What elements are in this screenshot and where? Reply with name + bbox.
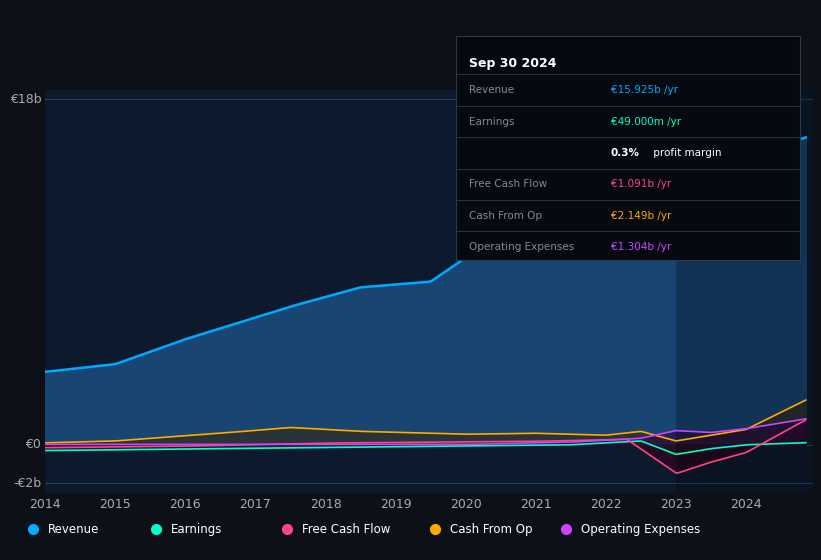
Text: Operating Expenses: Operating Expenses: [470, 242, 575, 252]
Text: €18b: €18b: [10, 93, 41, 106]
Text: Operating Expenses: Operating Expenses: [581, 522, 700, 536]
Text: €1.304b /yr: €1.304b /yr: [611, 242, 671, 252]
Text: €0: €0: [25, 438, 41, 451]
Text: Free Cash Flow: Free Cash Flow: [302, 522, 391, 536]
Text: Sep 30 2024: Sep 30 2024: [470, 57, 557, 69]
Text: Earnings: Earnings: [470, 116, 515, 127]
Text: Revenue: Revenue: [470, 85, 515, 95]
Text: €49.000m /yr: €49.000m /yr: [611, 116, 681, 127]
Text: Earnings: Earnings: [171, 522, 222, 536]
Bar: [676, 90, 816, 493]
Text: Free Cash Flow: Free Cash Flow: [470, 179, 548, 189]
Text: profit margin: profit margin: [650, 148, 722, 158]
Text: €15.925b /yr: €15.925b /yr: [611, 85, 678, 95]
Text: Cash From Op: Cash From Op: [470, 211, 543, 221]
Text: €1.091b /yr: €1.091b /yr: [611, 179, 671, 189]
Text: -€2b: -€2b: [13, 477, 41, 489]
Text: €2.149b /yr: €2.149b /yr: [611, 211, 672, 221]
Text: Cash From Op: Cash From Op: [450, 522, 532, 536]
Text: Revenue: Revenue: [48, 522, 99, 536]
Text: 0.3%: 0.3%: [611, 148, 640, 158]
